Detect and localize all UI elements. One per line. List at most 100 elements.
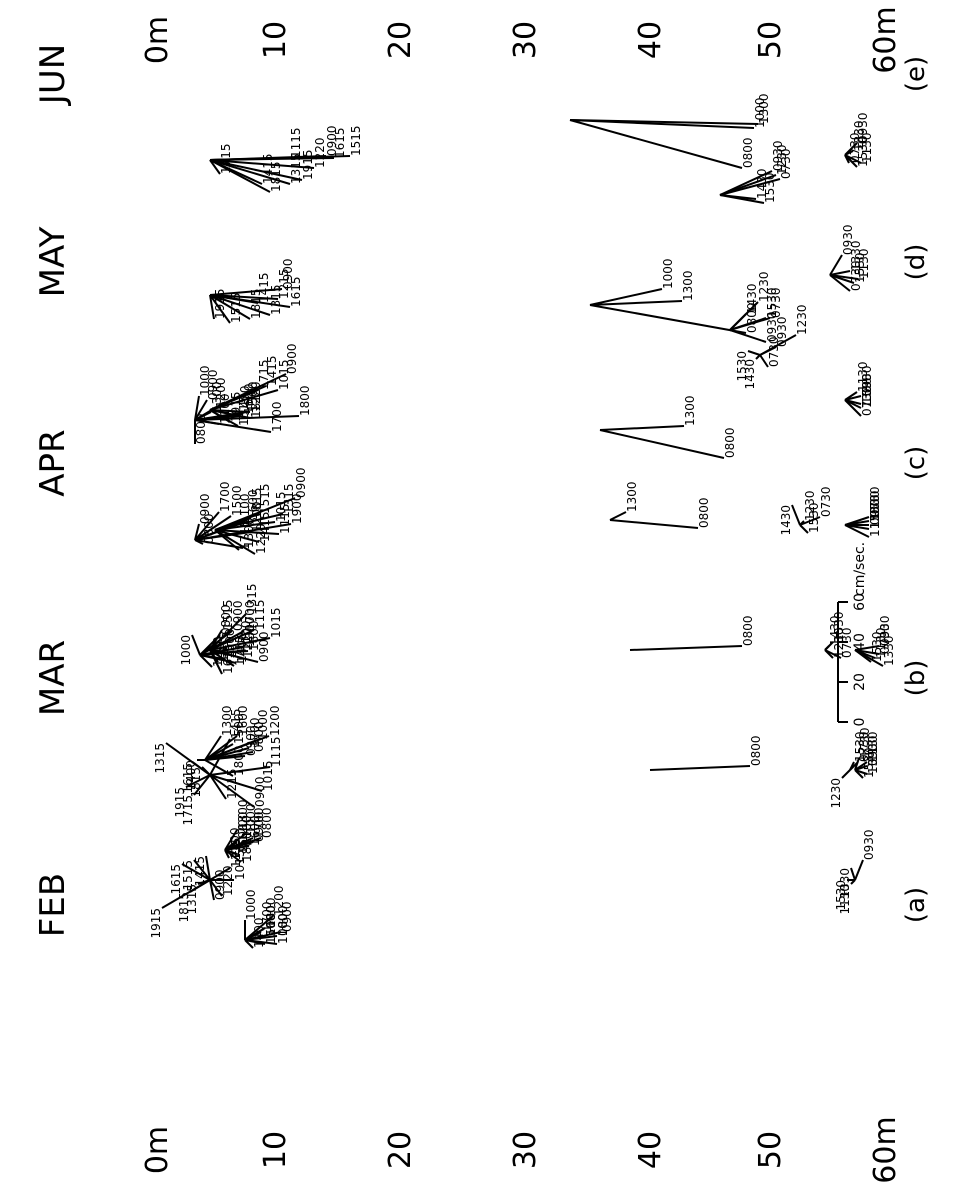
month-label-mar: MAR [33,640,73,716]
vector-time-label: 1330 [866,743,880,774]
vector-time-label: 1315 [153,743,167,774]
vector-time-label: 1530 [832,611,846,642]
vector-time-label: 1615 [181,763,195,794]
vector-time-label: 1115 [269,736,283,767]
vector-time-label: 0800 [741,137,755,168]
vector-time-label: 1130 [866,731,880,762]
vector-jun-50-1130 [854,761,868,771]
vector-feb-0m-1220 [209,159,315,169]
vector-apr-30-1300 [609,511,627,521]
vector-jun-10-1330 [829,270,851,276]
vector-mar-20-1000 [191,634,201,656]
vector-time-label: 0930 [866,735,880,766]
vector-jun-10-1130 [829,274,859,280]
vector-time-label: 0730 [860,385,874,416]
vector-time-label: 1800 [264,897,278,928]
vector-mar-50-1400 [244,939,254,949]
vector-time-label: 1300 [757,93,771,124]
vector-mar-0m-1100 [194,419,220,425]
vector-feb-60m-1220 [209,879,223,897]
depth-label-left-20: 20 [383,1131,418,1169]
vector-feb-50-1115 [209,766,271,776]
vector-time-label: 0730 [878,623,892,654]
vector-jun-10-0730 [829,274,851,292]
vector-time-label: 1915 [173,787,187,818]
vector-jun-60m-0930 [854,859,864,881]
vector-time-label: 0900 [231,600,245,631]
vector-mar-10-1700 [194,511,220,541]
vector-mar-0m-1400 [194,415,240,421]
vector-feb-10-1815 [209,294,251,320]
vector-time-label: 1220 [313,137,327,168]
vector-time-label: 0930 [856,112,870,143]
vector-may-30-0730 [799,516,821,526]
vector-time-label: 1430 [828,615,842,646]
vector-time-label: 1315 [269,284,283,315]
vector-feb-0m-1915 [209,159,303,181]
vector-mar-10-1300 [194,539,244,549]
vector-apr-20-0800 [599,429,725,459]
vector-time-label: 1130 [856,361,870,392]
vector-jun-50-1730 [854,757,860,771]
vector-time-label: 0730 [779,148,793,179]
vector-time-label: 1130 [857,248,871,279]
vector-time-label: 1700 [218,481,232,512]
vector-mar-30-1500 [204,743,234,761]
vector-apr-30-0800 [609,519,699,529]
vector-time-label: 1430 [755,168,769,199]
vector-jun-10-0930 [829,254,843,276]
vector-time-label: 1200 [272,885,286,916]
vector-time-label: 1100 [276,913,290,944]
vector-time-label: 0900 [280,901,294,932]
vector-mar-40-1800 [224,849,242,863]
depth-label-right-60: 60m [868,6,903,73]
vector-time-label: 1230 [832,627,846,658]
vector-time-label: 1900 [290,493,304,524]
vector-mar-10-1600 [194,519,248,541]
depth-label-right-20: 20 [383,21,418,59]
vector-time-label: 1315 [289,153,303,184]
vector-time-label: 1315 [245,583,259,614]
depth-label-left-0: 0m [140,1126,175,1174]
vector-time-label: 1130 [868,506,882,537]
vector-may-10-1430 [729,313,747,331]
vector-feb-50-1215 [209,774,227,800]
vector-jun-40-0930 [854,645,880,651]
vector-jun-0m-0930 [844,142,858,156]
vector-feb-40-1015 [209,637,271,651]
vector-may-50-1230 [841,769,851,779]
vector-apr-10-0800 [589,304,747,334]
vector-mar-50-1200 [244,915,274,941]
scale-tick-label-0: 0 [852,718,868,727]
vector-jun-20-0730 [844,399,862,417]
vector-time-label: 1115 [289,127,303,158]
vector-feb-10-1615 [209,294,291,308]
vector-time-label: 1230 [795,304,809,335]
vector-jun-40-0730 [854,649,880,655]
vector-time-label: 0930 [878,615,892,646]
vector-time-label: 1400 [235,632,249,663]
vector-time-label: 1700 [252,807,266,838]
vector-time-label: 1300 [220,705,234,736]
vector-time-label: 0730 [868,486,882,517]
vector-time-label: 1815 [250,487,264,518]
vector-mar-0m-0900 [194,399,208,421]
vector-feb-60m-1515 [193,859,211,881]
vector-time-label: 1700 [243,600,257,631]
vector-mar-10-0900 [194,523,200,541]
vector-time-label: 1015 [274,491,288,522]
scale-tick-label-20: 20 [852,673,868,691]
vector-time-label: 0800 [723,427,737,458]
vector-mar-30-1800 [204,759,234,777]
vector-time-label: 0900 [281,258,295,289]
vector-may-0m-1530 [719,194,765,204]
vector-time-label: 1430 [745,283,759,314]
vector-time-label: 1615 [333,127,347,158]
vector-time-label: 0930 [841,224,855,255]
vector-time-label: 1415 [261,153,275,184]
vector-mar-10-1500 [194,515,232,541]
depth-label-right-10: 10 [258,21,293,59]
vector-time-label: 1000 [244,803,258,834]
vector-time-label: 1015 [269,607,283,638]
vector-time-label: 1530 [856,136,870,167]
